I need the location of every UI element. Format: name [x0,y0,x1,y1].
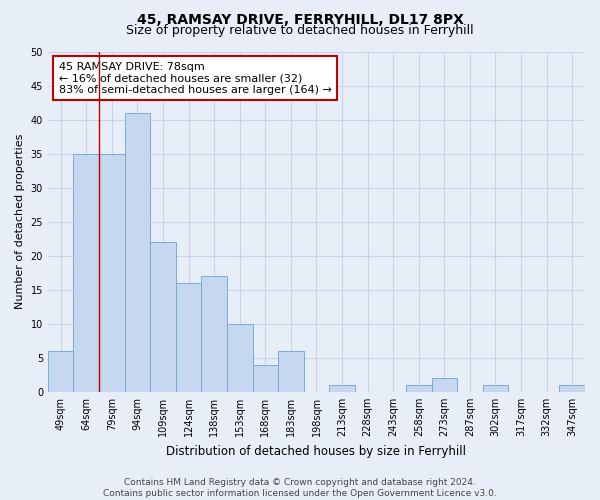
Bar [406,385,431,392]
Bar [73,154,99,392]
Y-axis label: Number of detached properties: Number of detached properties [15,134,25,310]
Bar [329,385,355,392]
Bar [125,113,150,392]
Text: 45, RAMSAY DRIVE, FERRYHILL, DL17 8PX: 45, RAMSAY DRIVE, FERRYHILL, DL17 8PX [137,12,463,26]
Bar [253,364,278,392]
Bar [431,378,457,392]
Bar [99,154,125,392]
Text: 45 RAMSAY DRIVE: 78sqm
← 16% of detached houses are smaller (32)
83% of semi-det: 45 RAMSAY DRIVE: 78sqm ← 16% of detached… [59,62,332,95]
Text: Contains HM Land Registry data © Crown copyright and database right 2024.
Contai: Contains HM Land Registry data © Crown c… [103,478,497,498]
Bar [176,283,202,392]
Bar [202,276,227,392]
Bar [48,351,73,392]
Text: Size of property relative to detached houses in Ferryhill: Size of property relative to detached ho… [126,24,474,37]
Bar [227,324,253,392]
Bar [278,351,304,392]
Bar [150,242,176,392]
X-axis label: Distribution of detached houses by size in Ferryhill: Distribution of detached houses by size … [166,444,466,458]
Bar [559,385,585,392]
Bar [482,385,508,392]
